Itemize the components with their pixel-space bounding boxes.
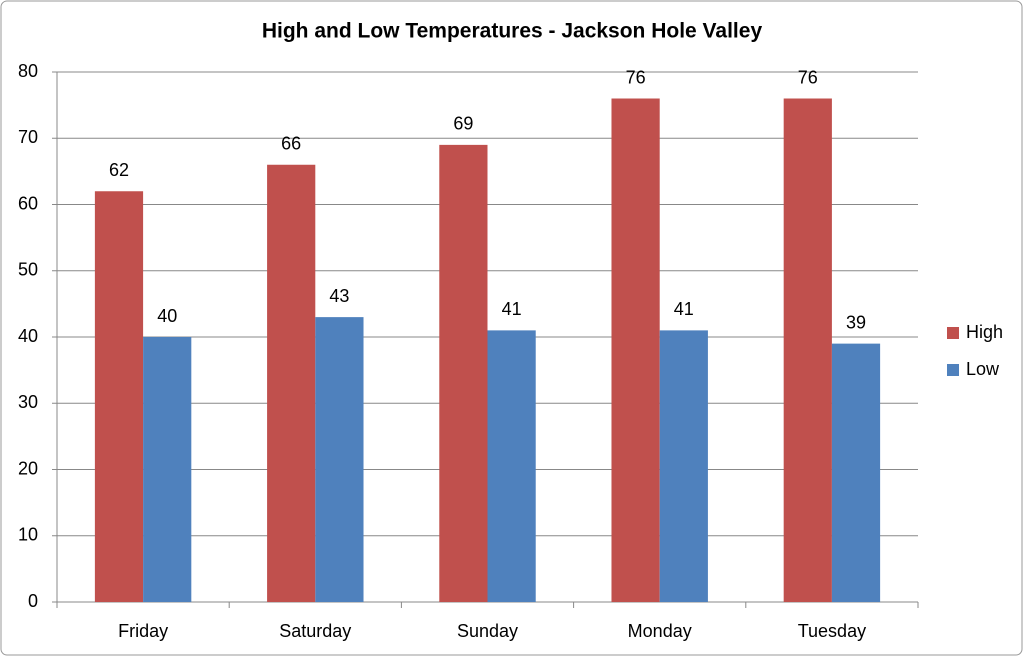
y-tick-label: 20	[18, 458, 38, 478]
bar	[783, 98, 832, 602]
data-label: 39	[846, 312, 866, 332]
y-tick-label: 0	[28, 591, 38, 611]
x-tick-label: Friday	[118, 621, 168, 641]
bar	[143, 337, 192, 602]
bar	[659, 330, 708, 602]
data-label: 43	[329, 286, 349, 306]
x-tick-label: Saturday	[279, 621, 351, 641]
data-label: 76	[798, 67, 818, 87]
y-tick-label: 60	[18, 193, 38, 213]
legend-swatch	[947, 327, 959, 339]
y-tick-label: 10	[18, 525, 38, 545]
data-label: 62	[109, 160, 129, 180]
y-tick-label: 80	[18, 61, 38, 81]
data-label: 41	[674, 299, 694, 319]
bar	[94, 191, 144, 602]
x-tick-label: Sunday	[457, 621, 518, 641]
legend-label: Low	[966, 359, 1000, 379]
bar	[267, 164, 316, 602]
data-label: 76	[626, 67, 646, 87]
y-tick-label: 70	[18, 127, 38, 147]
legend-label: High	[966, 322, 1003, 342]
legend-swatch	[947, 364, 959, 376]
x-tick-label: Monday	[628, 621, 692, 641]
data-label: 69	[453, 114, 473, 134]
data-label: 66	[281, 134, 301, 154]
y-tick-label: 40	[18, 326, 38, 346]
data-label: 40	[157, 306, 177, 326]
bar	[315, 317, 364, 602]
bar	[439, 144, 488, 602]
bar	[831, 343, 881, 602]
y-tick-label: 30	[18, 392, 38, 412]
x-tick-label: Tuesday	[798, 621, 866, 641]
chart-title: High and Low Temperatures - Jackson Hole…	[262, 20, 763, 43]
data-label: 41	[502, 299, 522, 319]
bar	[611, 98, 660, 602]
bar	[487, 330, 536, 602]
y-tick-label: 50	[18, 260, 38, 280]
